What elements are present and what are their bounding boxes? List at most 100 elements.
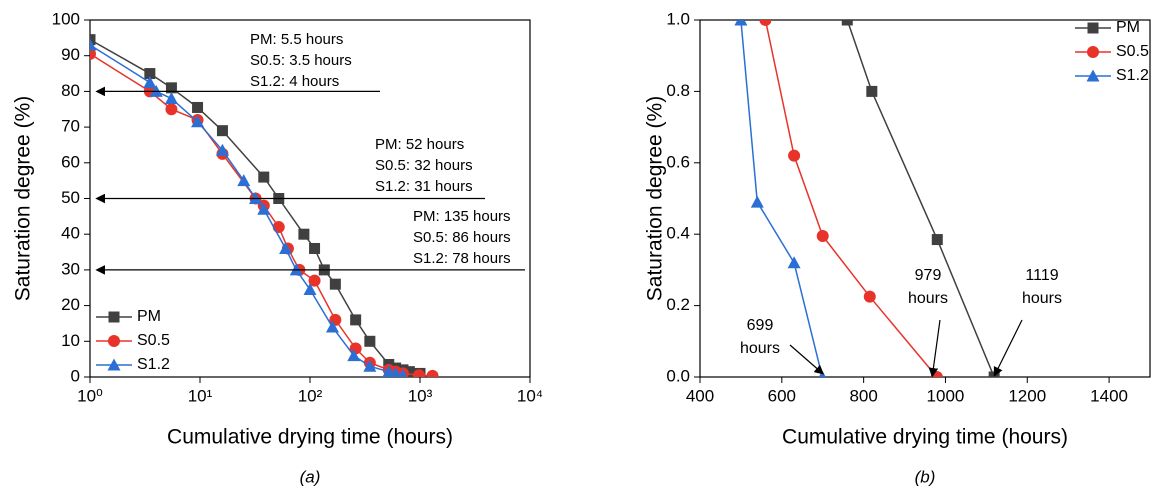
plot-frame — [699, 19, 1151, 378]
annotation-text: S1.2: 78 hours — [413, 250, 511, 267]
annotation-text: 979 — [915, 267, 942, 284]
legend-marker — [1087, 46, 1099, 58]
marker — [309, 242, 321, 254]
marker — [863, 290, 876, 303]
marker — [750, 195, 764, 208]
marker — [237, 174, 251, 187]
marker — [350, 314, 362, 326]
y-tick-label: 0.4 — [666, 224, 690, 243]
x-tick-label: 10¹ — [188, 386, 213, 405]
marker — [279, 241, 293, 254]
annotation-arrow — [993, 319, 1023, 377]
marker — [144, 68, 156, 80]
annotation-text: PM: 5.5 hours — [250, 31, 343, 48]
x-tick-label: 10⁰ — [77, 386, 103, 405]
x-tick-label: 10⁴ — [517, 386, 543, 405]
marker — [325, 320, 339, 333]
marker — [931, 234, 943, 246]
y-tick-label: 1.0 — [666, 9, 690, 28]
marker — [272, 221, 285, 234]
legend-marker — [108, 335, 120, 347]
legend-label: S1.2 — [137, 356, 170, 373]
marker — [930, 371, 943, 377]
annotation-text: S0.5: 3.5 hours — [250, 52, 352, 69]
y-tick-label: 0.2 — [666, 295, 690, 314]
marker — [988, 371, 1000, 377]
marker — [216, 125, 228, 137]
x-tick-label: 800 — [849, 386, 877, 405]
x-tick-label: 1000 — [927, 386, 965, 405]
marker — [426, 369, 439, 377]
marker — [164, 92, 178, 105]
y-tick-label: 0.6 — [666, 152, 690, 171]
series-line — [90, 53, 433, 377]
marker — [215, 143, 229, 156]
y-tick-label: 100 — [52, 9, 80, 28]
legend-label: S0.5 — [137, 332, 170, 349]
y-tick-label: 40 — [61, 224, 80, 243]
marker — [143, 75, 157, 88]
plot-series — [734, 20, 1000, 377]
annotation-text: 699 — [747, 317, 774, 334]
legend-label: S1.2 — [1116, 67, 1149, 84]
x-tick-label: 10² — [298, 386, 323, 405]
y-tick-label: 90 — [61, 45, 80, 64]
x-tick-label: 1400 — [1090, 386, 1128, 405]
marker — [734, 20, 748, 26]
legend-marker — [108, 311, 120, 323]
x-axis-title: Cumulative drying time (hours) — [167, 426, 453, 449]
marker — [787, 256, 801, 269]
legend-marker — [1086, 69, 1100, 82]
marker — [759, 20, 772, 26]
y-tick-label: 0.8 — [666, 81, 690, 100]
x-tick-label: 600 — [768, 386, 796, 405]
y-tick-label: 60 — [61, 152, 80, 171]
series-line — [90, 44, 404, 376]
legend-label: PM — [137, 308, 161, 325]
legend-label: PM — [1116, 19, 1140, 36]
y-tick-label: 70 — [61, 117, 80, 136]
series-line — [846, 20, 995, 377]
marker — [866, 85, 878, 97]
annotation-text: hours — [1022, 290, 1062, 307]
annotation-text: S1.2: 4 hours — [250, 73, 339, 90]
marker — [90, 34, 96, 46]
y-axis-title: Saturation degree (%) — [644, 96, 667, 301]
series-line — [764, 20, 938, 377]
annotation-text: PM: 52 hours — [375, 136, 464, 153]
marker — [257, 202, 271, 215]
marker — [308, 274, 321, 287]
annotation-text: hours — [740, 340, 780, 357]
marker — [165, 103, 178, 116]
marker — [90, 38, 97, 51]
y-axis-title: Saturation degree (%) — [12, 96, 35, 301]
x-tick-label: 400 — [686, 386, 714, 405]
marker — [841, 20, 853, 26]
annotation-arrow — [928, 319, 941, 378]
marker — [191, 115, 205, 128]
marker — [192, 101, 204, 113]
marker — [347, 349, 361, 362]
marker — [390, 366, 402, 377]
annotation-text: S0.5: 32 hours — [375, 157, 473, 174]
x-tick-label: 10³ — [408, 386, 433, 405]
caption: (b) — [915, 467, 936, 486]
marker — [403, 366, 415, 377]
marker — [398, 368, 408, 377]
y-tick-label: 50 — [61, 188, 80, 207]
y-tick-label: 20 — [61, 295, 80, 314]
x-axis-title: Cumulative drying time (hours) — [782, 426, 1068, 449]
annotation-text: hours — [908, 290, 948, 307]
annotation-text: S0.5: 86 hours — [413, 229, 511, 246]
plot-series — [90, 34, 439, 377]
y-tick-label: 0 — [71, 366, 80, 385]
marker — [165, 82, 177, 94]
annotation-text: S1.2: 31 hours — [375, 178, 473, 195]
annotation-arrow — [789, 344, 825, 375]
annotation-text: 1119 — [1025, 267, 1058, 284]
marker — [298, 228, 310, 240]
marker — [363, 359, 377, 372]
marker — [364, 335, 376, 347]
marker — [303, 283, 317, 296]
